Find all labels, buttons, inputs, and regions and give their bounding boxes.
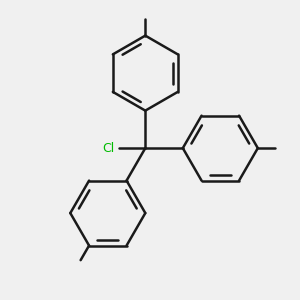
Text: Cl: Cl <box>102 142 114 154</box>
